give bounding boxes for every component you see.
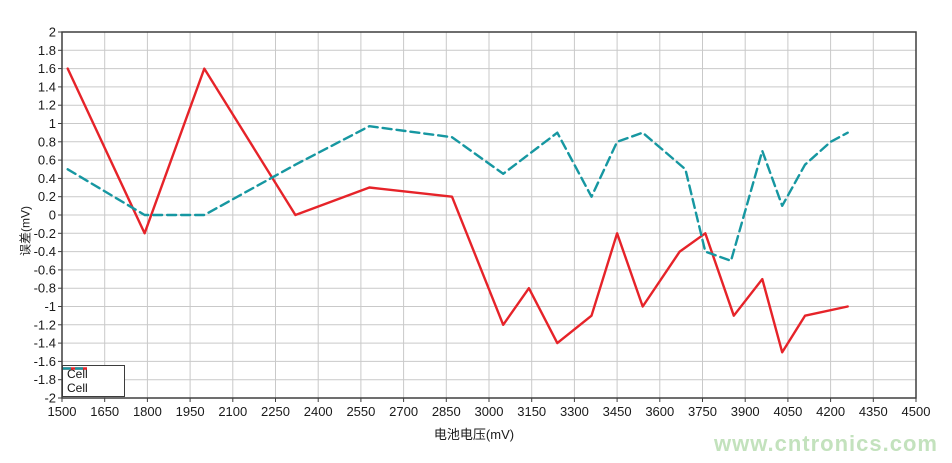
x-tick-label: 2400 [304,404,333,419]
y-tick-label: 0.2 [38,189,56,204]
x-tick-label: 3450 [603,404,632,419]
y-tick-label: 0.4 [38,171,56,186]
y-tick-label: -0.8 [34,281,56,296]
y-tick-label: -1.6 [34,354,56,369]
x-tick-label: 4050 [773,404,802,419]
x-tick-label: 1500 [48,404,77,419]
y-tick-label: -1.8 [34,372,56,387]
x-tick-label: 2850 [432,404,461,419]
y-tick-label: 0 [49,208,56,223]
x-tick-label: 3600 [645,404,674,419]
x-tick-label: 1950 [176,404,205,419]
y-tick-label: 0.6 [38,153,56,168]
x-tick-label: 4200 [816,404,845,419]
legend-item-label: Cell [67,367,88,381]
x-tick-label: 1650 [90,404,119,419]
x-tick-label: 3750 [688,404,717,419]
y-tick-label: 0.8 [38,134,56,149]
x-tick-label: 3900 [731,404,760,419]
y-tick-label: -1.4 [34,336,56,351]
x-tick-label: 2250 [261,404,290,419]
y-tick-label: 1.8 [38,43,56,58]
x-tick-label: 2100 [218,404,247,419]
y-tick-label: 1.4 [38,79,56,94]
y-tick-label: -1.2 [34,317,56,332]
x-tick-label: 1800 [133,404,162,419]
y-tick-label: 1.2 [38,98,56,113]
x-tick-label: 3300 [560,404,589,419]
x-tick-label: 2700 [389,404,418,419]
x-tick-label: 3000 [475,404,504,419]
y-tick-label: 2 [49,25,56,40]
legend-swatch-line [63,367,87,370]
legend-item: Cell [63,367,124,395]
legend: Cell Cell [62,365,125,397]
y-tick-label: 1.6 [38,61,56,76]
y-axis-title: 误差(mV) [18,206,33,256]
y-tick-label: 1 [49,116,56,131]
x-axis-title: 电池电压(mV) [433,427,515,442]
series-line-0-cell [66,67,849,354]
y-tick-label: -1 [44,299,56,314]
y-tick-label: -2 [44,391,56,406]
y-tick-label: -0.6 [34,262,56,277]
series-line-1-cell [66,124,849,262]
watermark: www.cntronics.com [713,431,938,456]
legend-item-label: Cell [67,381,88,395]
x-tick-label: 4500 [902,404,931,419]
x-tick-label: 3150 [517,404,546,419]
y-tick-label: -0.2 [34,226,56,241]
x-tick-label: 2550 [346,404,375,419]
y-tick-label: -0.4 [34,244,56,259]
x-tick-label: 4350 [859,404,888,419]
